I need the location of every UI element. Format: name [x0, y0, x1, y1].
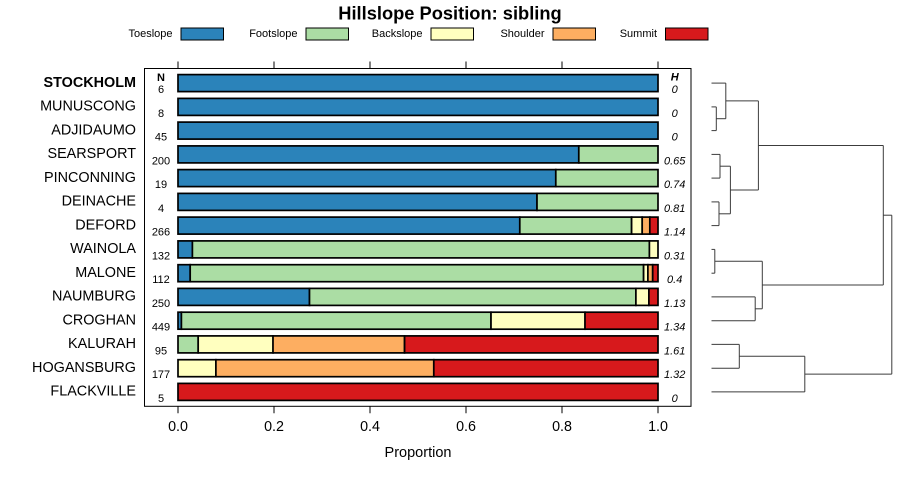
- svg-text:0: 0: [672, 84, 679, 96]
- svg-text:N: N: [157, 72, 165, 84]
- svg-text:Toeslope: Toeslope: [128, 28, 172, 40]
- svg-text:6: 6: [158, 84, 164, 96]
- svg-text:250: 250: [152, 298, 170, 310]
- svg-text:177: 177: [152, 369, 170, 381]
- svg-text:0.4: 0.4: [667, 274, 682, 286]
- svg-text:MUNUSCONG: MUNUSCONG: [40, 99, 136, 115]
- svg-text:5: 5: [158, 393, 164, 405]
- svg-text:1.61: 1.61: [664, 345, 685, 357]
- svg-text:KALURAH: KALURAH: [68, 336, 136, 352]
- svg-text:0.2: 0.2: [264, 419, 284, 435]
- svg-text:1.0: 1.0: [648, 419, 668, 435]
- svg-text:0.6: 0.6: [456, 419, 476, 435]
- svg-text:4: 4: [158, 203, 164, 215]
- svg-text:0.81: 0.81: [664, 203, 685, 215]
- svg-text:MALONE: MALONE: [75, 265, 136, 281]
- svg-text:DEINACHE: DEINACHE: [62, 194, 136, 210]
- svg-text:8: 8: [158, 108, 164, 120]
- svg-text:132: 132: [152, 250, 170, 262]
- svg-text:0: 0: [672, 108, 679, 120]
- svg-text:0.74: 0.74: [664, 179, 685, 191]
- svg-text:Backslope: Backslope: [372, 28, 423, 40]
- svg-text:WAINOLA: WAINOLA: [70, 241, 136, 257]
- svg-text:Summit: Summit: [620, 28, 657, 40]
- svg-text:CROGHAN: CROGHAN: [62, 313, 136, 329]
- svg-text:0: 0: [672, 132, 679, 144]
- svg-text:0.0: 0.0: [168, 419, 188, 435]
- svg-text:112: 112: [152, 274, 170, 286]
- svg-text:449: 449: [152, 322, 170, 334]
- svg-text:STOCKHOLM: STOCKHOLM: [44, 75, 136, 91]
- svg-text:FLACKVILLE: FLACKVILLE: [50, 384, 136, 400]
- svg-text:1.13: 1.13: [664, 298, 686, 310]
- svg-text:DEFORD: DEFORD: [75, 217, 136, 233]
- svg-text:19: 19: [155, 179, 167, 191]
- svg-text:1.32: 1.32: [664, 369, 685, 381]
- svg-text:1.14: 1.14: [664, 227, 685, 239]
- svg-text:NAUMBURG: NAUMBURG: [52, 289, 136, 305]
- svg-text:ADJIDAUMO: ADJIDAUMO: [51, 122, 136, 138]
- svg-text:HOGANSBURG: HOGANSBURG: [32, 360, 136, 376]
- svg-text:0.8: 0.8: [552, 419, 572, 435]
- svg-text:0.31: 0.31: [664, 250, 685, 262]
- svg-text:0.65: 0.65: [664, 155, 686, 167]
- svg-text:Proportion: Proportion: [385, 445, 452, 461]
- svg-text:200: 200: [152, 155, 170, 167]
- svg-text:Shoulder: Shoulder: [500, 28, 544, 40]
- svg-text:H: H: [671, 72, 680, 84]
- svg-text:Footslope: Footslope: [249, 28, 297, 40]
- svg-text:0: 0: [672, 393, 679, 405]
- svg-text:45: 45: [155, 132, 167, 144]
- svg-text:SEARSPORT: SEARSPORT: [47, 146, 136, 162]
- svg-text:266: 266: [152, 227, 170, 239]
- svg-text:Hillslope Position: sibling: Hillslope Position: sibling: [338, 3, 561, 24]
- svg-text:0.4: 0.4: [360, 419, 380, 435]
- svg-text:95: 95: [155, 345, 167, 357]
- svg-text:PINCONNING: PINCONNING: [44, 170, 136, 186]
- svg-text:1.34: 1.34: [664, 322, 685, 334]
